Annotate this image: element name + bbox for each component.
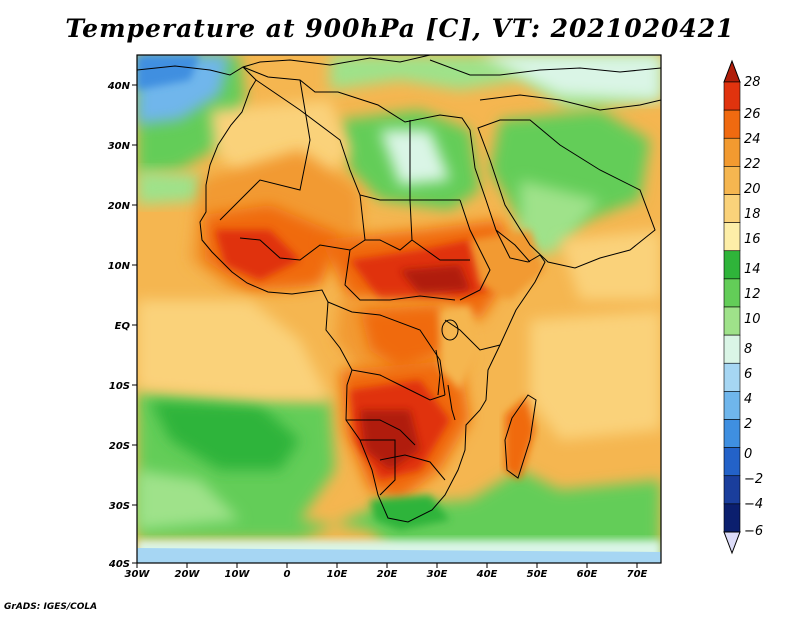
colorbar-swatch	[723, 222, 741, 252]
y-tick-label: 30N	[108, 141, 131, 152]
x-tick-label: 50E	[527, 569, 548, 580]
colorbar-swatch	[723, 81, 741, 111]
temperature-field	[137, 55, 661, 563]
colorbar-swatch	[723, 475, 741, 505]
x-tick-label: 0	[284, 569, 291, 580]
y-tick-label: 10S	[109, 381, 130, 392]
colorbar-label: 0	[744, 447, 752, 462]
colorbar-label: 24	[744, 132, 761, 147]
x-tick-label: 60E	[577, 569, 598, 580]
colorbar: 28 26 24 22 20 18 16 14 12 10 8 6 4 2 0 …	[723, 59, 763, 555]
colorbar-label: 26	[744, 107, 761, 122]
map-title: Temperature at 900hPa [C], VT: 202102042…	[65, 14, 735, 43]
colorbar-label: 4	[744, 392, 752, 407]
x-tick-label: 10W	[225, 569, 251, 580]
colorbar-label: −4	[744, 497, 763, 512]
y-tick-label: 30S	[109, 501, 130, 512]
y-tick-label: 10N	[108, 261, 131, 272]
colorbar-bottom-arrow	[723, 531, 741, 555]
colorbar-swatch	[723, 137, 741, 167]
x-tick-label: 40E	[476, 569, 498, 580]
x-tick-label: 20E	[377, 569, 398, 580]
x-tick-label: 70E	[627, 569, 648, 580]
colorbar-swatch	[723, 362, 741, 392]
x-tick-label: 20W	[175, 569, 201, 580]
colorbar-swatch	[723, 447, 741, 477]
axis-tick-marks	[132, 84, 638, 568]
colorbar-swatch	[723, 250, 741, 280]
colorbar-label: 16	[744, 232, 761, 247]
y-tick-label: EQ	[115, 321, 131, 332]
y-axis-labels: 40N 30N 20N 10N EQ 10S 20S 30S 40S	[107, 81, 131, 570]
colorbar-label: 12	[744, 287, 761, 302]
colorbar-swatch	[723, 194, 741, 223]
y-tick-label: 20S	[109, 441, 130, 452]
colorbar-label: 22	[744, 157, 761, 172]
colorbar-swatch	[723, 391, 741, 420]
x-tick-label: 30E	[427, 569, 448, 580]
colorbar-label: 28	[744, 75, 761, 90]
y-tick-label: 40N	[107, 81, 131, 92]
colorbar-label: 20	[744, 182, 761, 197]
x-axis-labels: 30W 20W 10W 0 10E 20E 30E 40E 50E 60E 70…	[125, 569, 648, 580]
map-frame	[136, 54, 662, 564]
y-tick-label: 20N	[108, 201, 131, 212]
colorbar-swatch	[723, 278, 741, 308]
colorbar-swatch	[723, 306, 741, 336]
colorbar-label: −6	[744, 524, 763, 539]
x-tick-label: 30W	[125, 569, 151, 580]
footer-credit: GrADS: IGES/COLA	[4, 602, 98, 612]
colorbar-label: 2	[744, 417, 752, 432]
colorbar-swatch	[723, 503, 741, 533]
y-tick-label: 40S	[108, 559, 130, 570]
colorbar-label: −2	[744, 472, 763, 487]
x-tick-label: 10E	[327, 569, 348, 580]
colorbar-top-arrow	[723, 59, 741, 83]
coastlines	[137, 55, 661, 523]
colorbar-label: 18	[744, 207, 761, 222]
colorbar-swatch	[723, 419, 741, 448]
colorbar-swatch	[723, 166, 741, 195]
colorbar-label: 14	[744, 262, 761, 277]
colorbar-swatch	[723, 109, 741, 139]
colorbar-label: 6	[744, 367, 752, 382]
colorbar-label: 8	[744, 342, 752, 357]
colorbar-label: 10	[744, 312, 761, 327]
colorbar-swatch	[723, 334, 741, 364]
